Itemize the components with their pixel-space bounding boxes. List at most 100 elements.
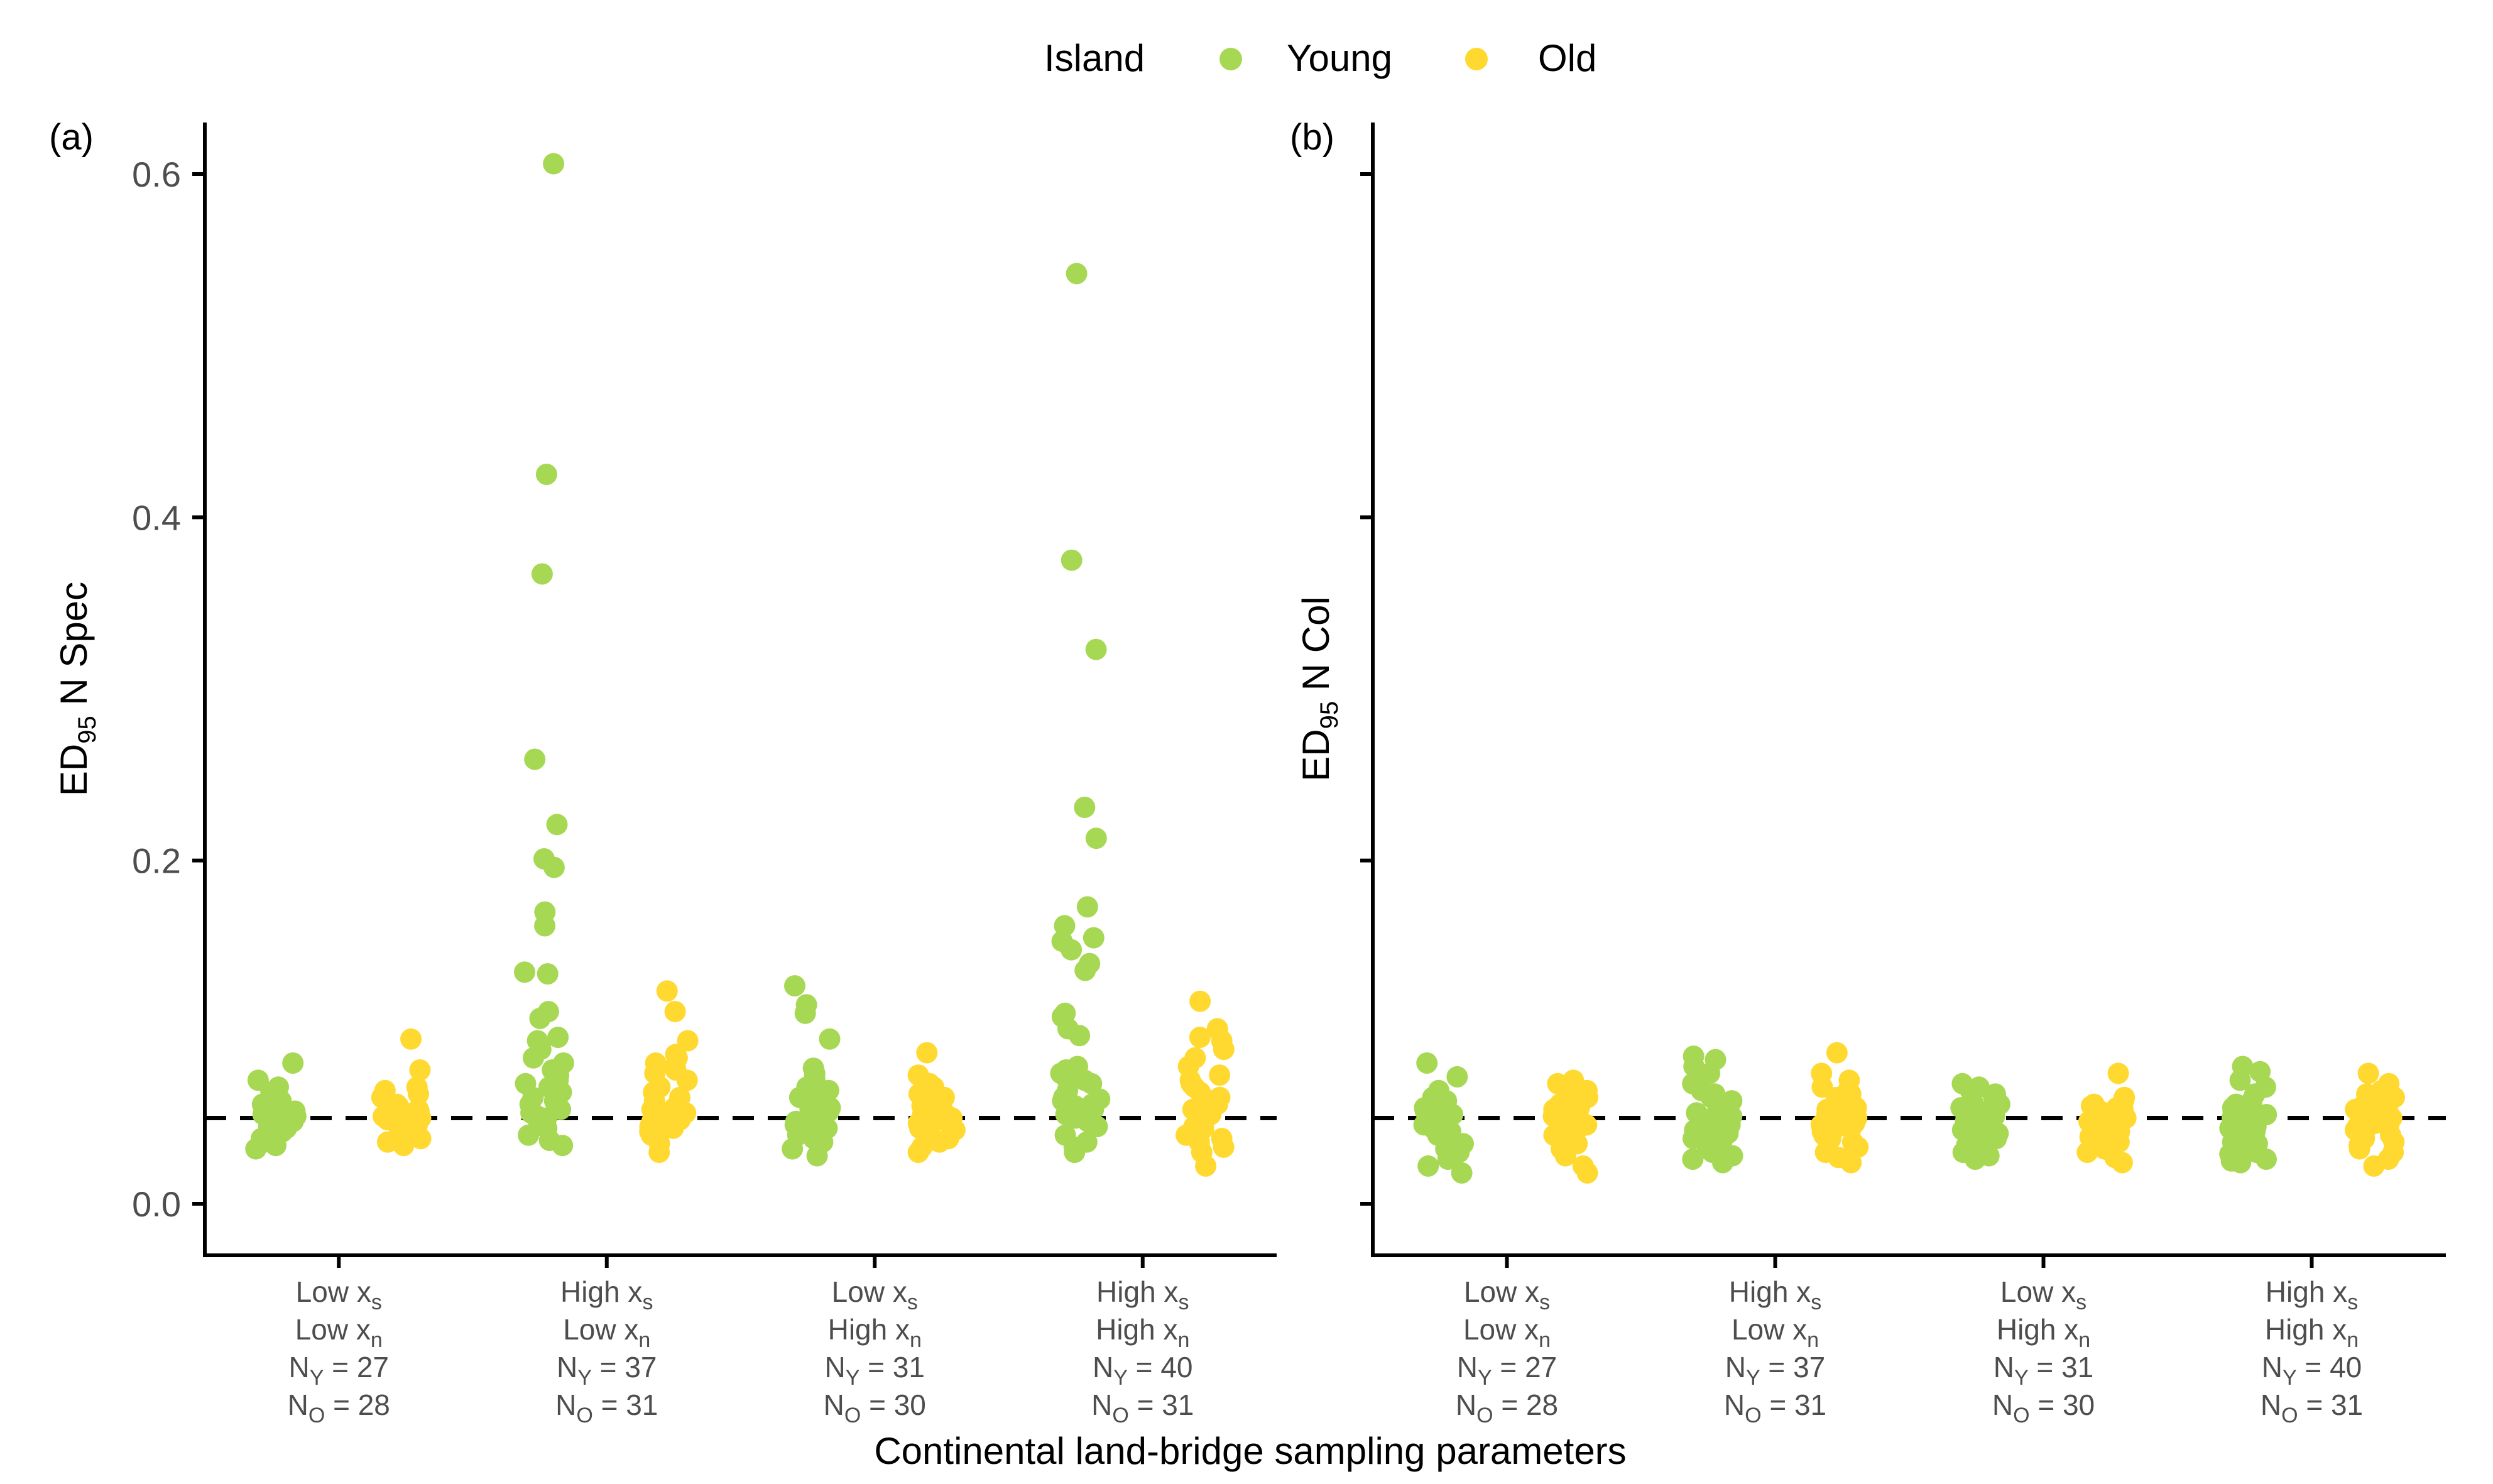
panel-a-x-tick-label: High xn <box>828 1313 922 1352</box>
panel-a-point-young <box>784 975 805 997</box>
panel-b-x-tick-label: NY = 31 <box>1994 1351 2094 1390</box>
panel-a-point-old <box>408 1083 429 1105</box>
panel-b-point-old <box>2111 1152 2133 1174</box>
panel-b-x-tick-label: NY = 37 <box>1725 1351 1826 1390</box>
panel-b-point-old <box>1840 1152 1862 1174</box>
panel-a-point-old <box>400 1028 422 1050</box>
panel-b-x-tick-label: High xs <box>2266 1275 2358 1314</box>
panel-a-point-young <box>1066 263 1088 285</box>
legend-title: Island <box>1044 37 1145 79</box>
panel-a-point-young <box>523 1047 544 1069</box>
legend-swatch-young <box>1219 48 1242 70</box>
panel-b-x-tick-label: NY = 40 <box>2262 1351 2362 1390</box>
panel-b-x-tick-label: NO = 31 <box>1724 1389 1826 1427</box>
panel-a-point-young <box>782 1138 804 1160</box>
panel-a-point-young <box>265 1135 286 1157</box>
panel-a-point-young <box>537 963 559 985</box>
panel-b-point-young <box>1442 1104 1464 1125</box>
panel-a-point-young <box>1076 896 1098 918</box>
panel-b-point-old <box>2076 1142 2098 1164</box>
panel-b-x-tick-label: High xn <box>1997 1313 2090 1352</box>
panel-a-point-young <box>552 1135 574 1157</box>
panel-a-point-young <box>514 961 535 983</box>
panel-b-point-young <box>1699 1062 1721 1084</box>
panel-a-point-old <box>662 1117 684 1139</box>
panel-b-point-old <box>1576 1162 1598 1184</box>
panel-a-x-tick-label: NY = 37 <box>557 1351 657 1390</box>
panel-b-x-tick-label: Low xn <box>1463 1313 1551 1352</box>
x-axis-title: Continental land-bridge sampling paramet… <box>874 1430 1626 1472</box>
panel-a-point-old <box>1213 1136 1235 1158</box>
panel-a-point-young <box>531 563 553 585</box>
panel-a-x-tick-label: High xs <box>1096 1275 1189 1314</box>
panel-a-point-young <box>543 153 565 175</box>
panel-b-point-old <box>2357 1062 2379 1084</box>
panel-b-point-old <box>1554 1145 1576 1167</box>
panel-b-point-young <box>1451 1162 1473 1184</box>
panel-b-x-tick-label: NY = 27 <box>1457 1351 1557 1390</box>
panel-a-x-tick-label: NO = 30 <box>824 1389 926 1427</box>
panel-a-y-tick-label: 0.4 <box>132 498 181 537</box>
panel-a-x-tick-label: NO = 28 <box>288 1389 390 1427</box>
panel-a-point-old <box>1209 1064 1231 1086</box>
panel-b-x-tick-label: High xs <box>1729 1275 1821 1314</box>
panel-a-point-old <box>1195 1155 1217 1177</box>
panel-a-x-tick-label: Low xs <box>296 1275 382 1314</box>
legend-label-old: Old <box>1538 37 1596 79</box>
panel-b-point-old <box>2107 1062 2129 1084</box>
panel-a-point-young <box>1074 959 1096 981</box>
panel-b-x-tick-label: High xn <box>2265 1313 2359 1352</box>
panel-a-point-young <box>1085 827 1107 849</box>
panel-a-point-young <box>245 1138 267 1160</box>
panel-a-point-old <box>676 1069 698 1091</box>
panel-a-y-tick-label: 0.2 <box>132 841 181 881</box>
panel-a-point-young <box>1086 1116 1108 1138</box>
panel-a-x-tick-label: Low xs <box>832 1275 918 1314</box>
panel-b-x-tick-label: NO = 28 <box>1456 1389 1558 1427</box>
panel-a-label: (a) <box>49 117 94 158</box>
panel-a-point-old <box>410 1128 432 1150</box>
panel-b-point-young <box>1417 1155 1439 1177</box>
panel-b-y-axis-title: ED95 N Col <box>1295 596 1343 782</box>
legend-label-young: Young <box>1287 37 1392 79</box>
panel-a-point-young <box>1061 549 1083 571</box>
panel-b-point-young <box>2229 1069 2251 1091</box>
panel-a-point-old <box>1189 1027 1211 1049</box>
panel-a-x-tick-label: NO = 31 <box>1091 1389 1194 1427</box>
panel-a-x-tick-label: NY = 27 <box>288 1351 389 1390</box>
panel-a-point-old <box>929 1131 951 1153</box>
panel-b-point-old <box>2363 1155 2385 1177</box>
panel-b-point-young <box>1712 1152 1733 1174</box>
panel-b-point-young <box>2256 1148 2277 1170</box>
panel-a-point-young <box>533 848 555 870</box>
panel-a-point-young <box>547 1027 569 1049</box>
panel-b-point-young <box>1437 1148 1459 1170</box>
panel-a-point-old <box>393 1135 415 1157</box>
panel-b-point-old <box>2348 1138 2370 1160</box>
panel-a-point-old <box>664 1001 686 1023</box>
panel-a-point-young <box>818 1100 840 1122</box>
panel-b-point-young <box>1964 1148 1986 1170</box>
panel-a-x-tick-label: NY = 40 <box>1093 1351 1193 1390</box>
panel-a-point-young <box>1069 1025 1091 1047</box>
panel-a-point-young <box>282 1052 304 1074</box>
panel-a-point-young <box>529 1008 551 1029</box>
panel-a-point-young <box>524 748 546 770</box>
panel-a-point-young <box>819 1028 841 1050</box>
panel-a-point-young <box>535 464 557 485</box>
panel-a-x-tick-label: High xn <box>1096 1313 1189 1352</box>
panel-a-y-tick-label: 0.6 <box>132 155 181 194</box>
panel-b-x-tick-label: NO = 31 <box>2261 1389 2363 1427</box>
panel-a-point-old <box>907 1142 929 1164</box>
panel-a-point-young <box>1083 927 1105 949</box>
panel-b-point-old <box>1826 1042 1848 1064</box>
panel-b-x-tick-label: NO = 30 <box>1992 1389 2095 1427</box>
legend: Island Young Old <box>1044 37 1596 79</box>
panel-a-point-old <box>409 1059 431 1081</box>
panel-a-y-axis-title: ED95 N Spec <box>53 582 101 796</box>
panel-a-x-tick-label: NO = 31 <box>555 1389 658 1427</box>
legend-swatch-old <box>1465 48 1488 70</box>
panel-a-point-young <box>518 1124 540 1146</box>
panel-a-point-young <box>1061 939 1083 961</box>
